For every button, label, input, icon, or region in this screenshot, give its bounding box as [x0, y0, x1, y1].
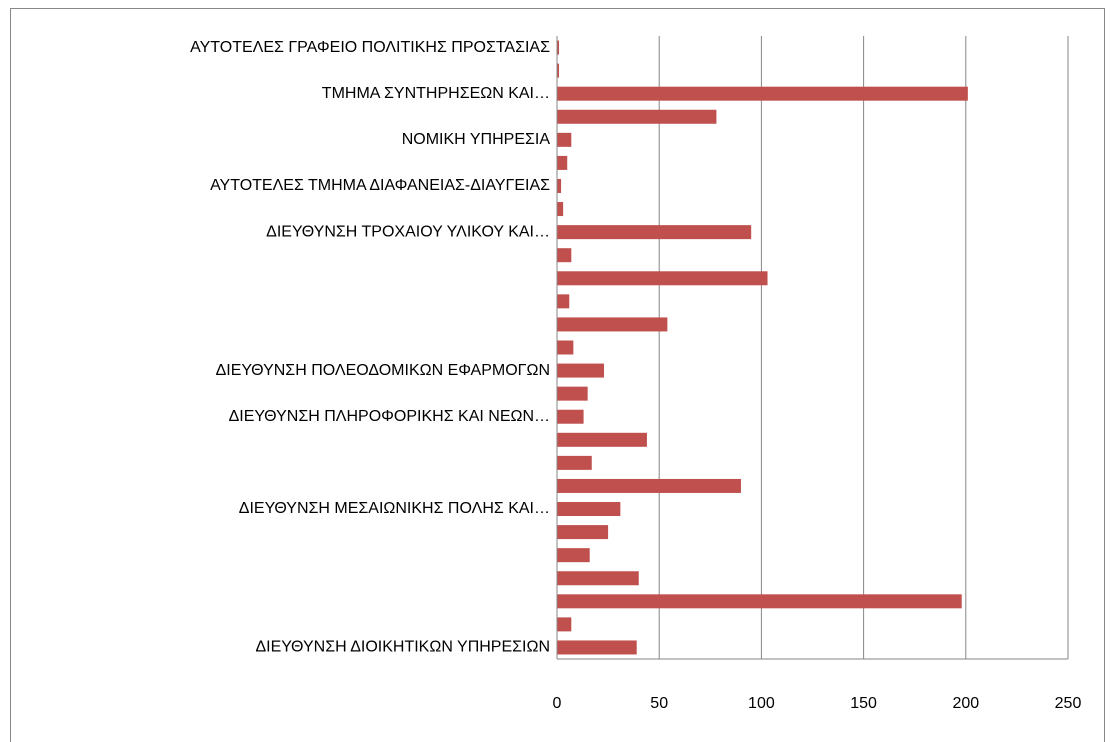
bar [557, 502, 621, 517]
bar [557, 317, 668, 332]
bar [557, 363, 605, 378]
chart-frame [10, 8, 1105, 742]
x-tick-label: 150 [850, 695, 877, 712]
bar [557, 294, 570, 309]
y-tick-label: ΑΥΤΟΤΕΛΕΣ ΤΜΗΜΑ ΔΙΑΦΑΝΕΙΑΣ-ΔΙΑΥΓΕΙΑΣ [210, 177, 550, 194]
bar [557, 271, 768, 286]
x-tick-label: 0 [553, 695, 562, 712]
bar [557, 571, 639, 586]
x-tick-label: 100 [748, 695, 775, 712]
bar [557, 455, 592, 470]
bar [557, 548, 590, 563]
bar [557, 640, 637, 655]
bar [557, 155, 568, 170]
bar [557, 40, 560, 55]
x-tick-label: 200 [952, 695, 979, 712]
bar [557, 409, 584, 424]
bar [557, 594, 962, 609]
y-tick-label: ΔΙΕΥΘΥΝΣΗ ΔΙΟΙΚΗΤΙΚΩΝ ΥΠΗΡΕΣΙΩΝ [255, 639, 550, 656]
bar [557, 178, 562, 193]
bar [557, 386, 588, 401]
y-tick-label: ΝΟΜΙΚΗ ΥΠΗΡΕΣΙΑ [402, 131, 551, 148]
y-tick-label: ΔΙΕΥΘΥΝΣΗ ΜΕΣΑΙΩΝΙΚΗΣ ΠΟΛΗΣ ΚΑΙ… [239, 500, 550, 517]
y-tick-label: ΔΙΕΥΘΥΝΣΗ ΠΛΗΡΟΦΟΡΙΚΗΣ ΚΑΙ ΝΕΩΝ… [229, 408, 550, 425]
y-tick-label: ΔΙΕΥΘΥΝΣΗ ΤΡΟΧΑΙΟΥ ΥΛΙΚΟΥ ΚΑΙ… [266, 223, 550, 240]
x-tick-label: 50 [650, 695, 668, 712]
bar [557, 202, 564, 217]
bar [557, 132, 572, 147]
bar [557, 340, 574, 355]
y-tick-label: ΤΜΗΜΑ ΣΥΝΤΗΡΗΣΕΩΝ ΚΑΙ… [322, 85, 550, 102]
bar [557, 109, 717, 124]
bar [557, 617, 572, 632]
bar [557, 225, 752, 240]
bar [557, 248, 572, 263]
bar [557, 432, 647, 447]
bar [557, 478, 741, 493]
bar [557, 63, 560, 78]
x-tick-label: 250 [1055, 695, 1082, 712]
bar [557, 86, 968, 101]
y-tick-label: ΑΥΤΟΤΕΛΕΣ ΓΡΑΦΕΙΟ ΠΟΛΙΤΙΚΗΣ ΠΡΟΣΤΑΣΙΑΣ [190, 39, 550, 56]
bar [557, 525, 609, 540]
y-tick-label: ΔΙΕΥΘΥΝΣΗ ΠΟΛΕΟΔΟΜΙΚΩΝ ΕΦΑΡΜΟΓΩΝ [216, 362, 550, 379]
